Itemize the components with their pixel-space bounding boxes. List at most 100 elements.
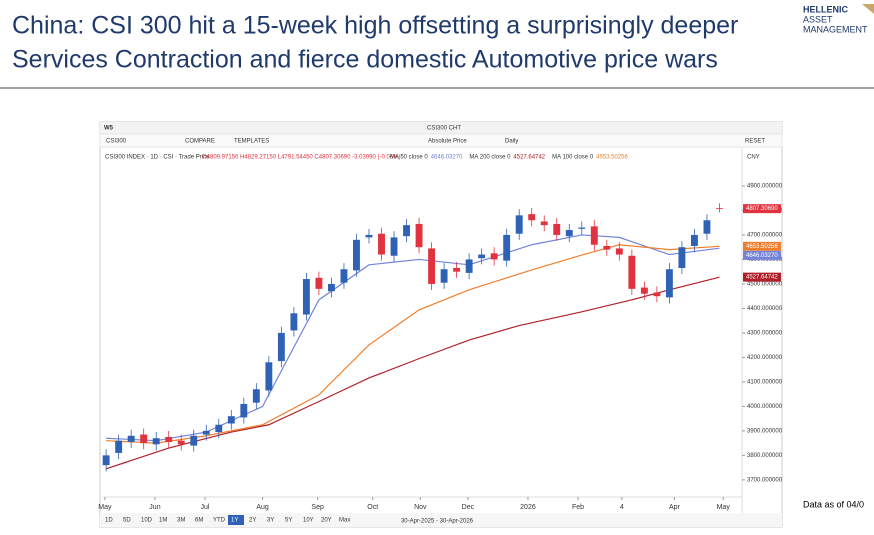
- candle-body: [503, 234, 511, 261]
- legend-value: 4646.03270: [431, 155, 463, 161]
- range-button[interactable]: 20Y: [321, 518, 332, 524]
- title-line: China: CSI 300 hit a 15-week high offset…: [12, 12, 738, 40]
- candle-body: [252, 389, 260, 403]
- candle-body: [127, 435, 135, 442]
- toolbar-text[interactable]: TEMPLATES: [234, 139, 269, 145]
- candle-body: [628, 255, 636, 289]
- candle-body: [115, 440, 123, 453]
- range-button[interactable]: 3Y: [267, 518, 274, 524]
- candle-body: [315, 277, 323, 289]
- legend-entry[interactable]: MA 50 close 0: [390, 155, 428, 161]
- price-tag: [743, 272, 781, 282]
- logo-text: MANAGEMENT: [803, 24, 868, 34]
- range-button[interactable]: YTD: [213, 518, 226, 524]
- candle-body: [290, 313, 298, 331]
- candle-body: [716, 208, 723, 209]
- range-button[interactable]: 6M: [195, 518, 203, 524]
- range-button[interactable]: 10D: [141, 518, 153, 524]
- legend-entry[interactable]: MA 200 close 0: [469, 155, 511, 161]
- range-active: [228, 515, 244, 525]
- candle-body: [365, 234, 373, 238]
- toolbar-text[interactable]: Daily: [505, 139, 518, 145]
- candle-body: [703, 220, 711, 234]
- range-button[interactable]: 1D: [105, 518, 113, 524]
- candle-body: [465, 259, 473, 273]
- y-tick-label: 3900.000000: [747, 428, 783, 434]
- range-button[interactable]: 3M: [177, 518, 185, 524]
- candle-body: [603, 245, 611, 250]
- candle-body: [440, 269, 448, 283]
- logo-mark: [862, 4, 874, 14]
- y-tick-label: 4100.000000: [747, 379, 783, 385]
- ohlc: O4809.97150 H4829.27150 L4791.54450 C480…: [202, 155, 401, 161]
- title-line: Services Contraction and fierce domestic…: [12, 46, 718, 74]
- legend-value: 4653.50256: [596, 155, 628, 161]
- logo-text: HELLENIC: [803, 4, 849, 14]
- y-tick-label: 3700.000000: [747, 477, 783, 483]
- candle-body: [340, 269, 348, 283]
- y-tick-label: 4600.000000: [747, 257, 783, 263]
- candle-body: [453, 268, 461, 272]
- candle-body: [665, 269, 673, 298]
- candle-body: [390, 237, 398, 256]
- candle-body: [102, 455, 110, 466]
- range-button[interactable]: 2Y: [249, 518, 256, 524]
- toolbar-text[interactable]: CSI300 CHT: [427, 126, 461, 132]
- legend-title: CSI300 INDEX · 1D · CSI · Trade Price: [105, 155, 210, 161]
- candle-body: [553, 223, 561, 235]
- candle-body: [265, 362, 273, 391]
- y-tick-label: 4200.000000: [747, 355, 783, 361]
- x-tick-label: Jul: [201, 504, 210, 511]
- range-button[interactable]: Max: [339, 518, 350, 524]
- range-button[interactable]: 5D: [123, 518, 131, 524]
- candle-body: [428, 248, 436, 284]
- y-tick-label: 4300.000000: [747, 330, 783, 336]
- range-button[interactable]: 1Y: [231, 518, 238, 524]
- y-tick-label: 4400.000000: [747, 306, 783, 312]
- toolbar-text[interactable]: CSI300: [106, 139, 127, 145]
- price-tag-label: 4646.03270: [746, 253, 778, 259]
- toolbar-text[interactable]: RESET: [745, 139, 765, 145]
- x-tick-label: Apr: [669, 504, 681, 511]
- candle-body: [653, 292, 661, 297]
- range-button[interactable]: 5Y: [285, 518, 292, 524]
- candle-body: [565, 230, 573, 237]
- range-button[interactable]: 1M: [159, 518, 167, 524]
- x-tick-label: Sep: [311, 504, 324, 511]
- candle-body: [578, 227, 586, 229]
- legend-value: 4527.64742: [513, 155, 545, 161]
- toolbar: [100, 122, 782, 134]
- price-tag-label: 4527.64742: [746, 275, 778, 281]
- date-range[interactable]: 30-Apr-2025 - 30-Apr-2026: [401, 519, 474, 525]
- price-tag: [743, 241, 781, 251]
- candle-body: [378, 233, 385, 255]
- toolbar-text[interactable]: COMPARE: [185, 139, 215, 145]
- candle-body: [640, 287, 648, 294]
- candle-body: [152, 438, 160, 445]
- x-tick-label: Jun: [149, 504, 160, 511]
- x-tick-label: 2026: [520, 504, 536, 511]
- x-tick-label: Nov: [414, 504, 427, 511]
- x-tick-label: May: [98, 504, 112, 511]
- candle-body: [615, 248, 623, 255]
- candle-body: [190, 435, 198, 446]
- candle-body: [403, 225, 410, 237]
- candle-body: [215, 424, 223, 433]
- candle-body: [415, 223, 423, 248]
- candle-body: [528, 214, 536, 221]
- toolbar: [99, 133, 783, 148]
- range-button[interactable]: 10Y: [303, 518, 314, 524]
- candle-body: [353, 239, 360, 271]
- logo-text: ASSET: [803, 14, 833, 24]
- y-tick-label: 3800.000000: [747, 453, 783, 459]
- toolbar-text[interactable]: Absolute Price: [428, 139, 467, 145]
- candle-body: [165, 436, 173, 442]
- x-tick-label: Aug: [256, 504, 269, 511]
- x-tick-label: Oct: [367, 504, 378, 511]
- ma-line: [105, 276, 720, 470]
- candle-body: [227, 416, 235, 424]
- legend-entry[interactable]: MA 100 close 0: [552, 155, 594, 161]
- toolbar-text[interactable]: W5: [104, 126, 114, 132]
- candle-body: [177, 440, 185, 445]
